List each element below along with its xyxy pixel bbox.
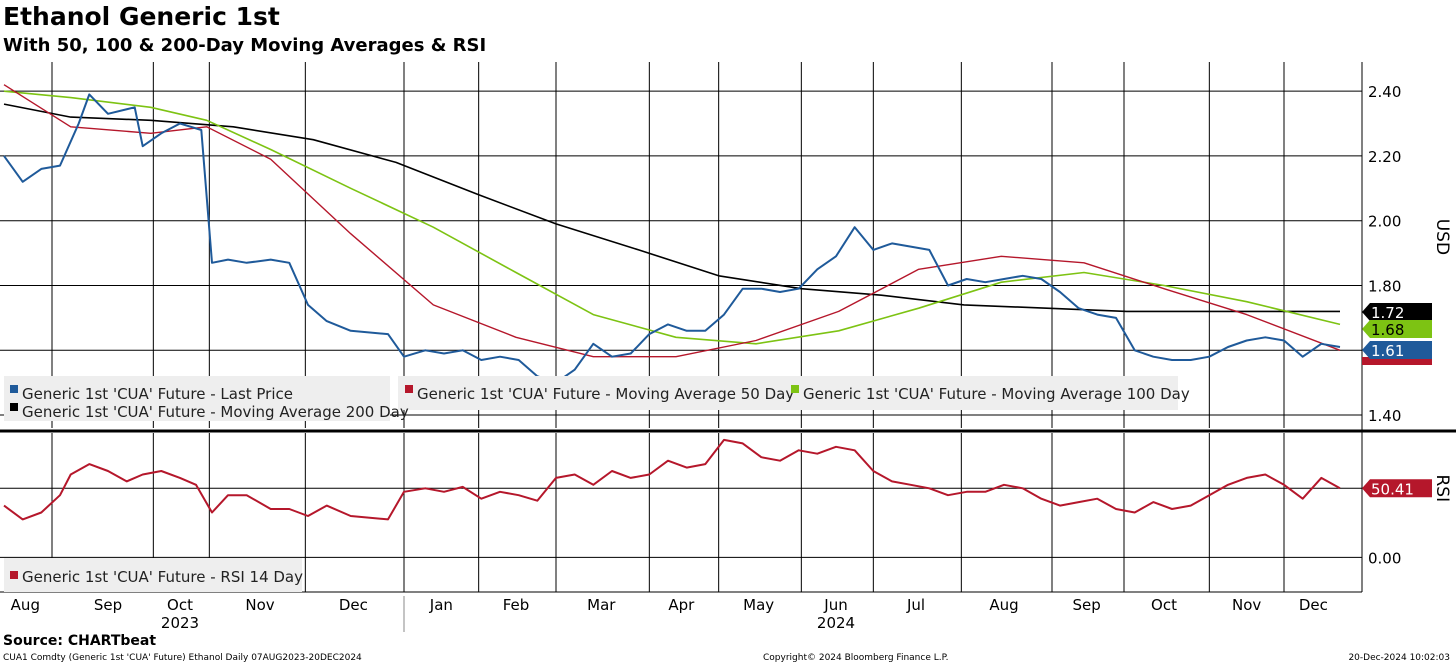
- x-month-label: Sep: [1073, 596, 1101, 614]
- last-price-last-value-badge: [1362, 341, 1432, 359]
- x-year-label: 2023: [161, 614, 199, 632]
- series-lines: [3, 84, 1341, 521]
- footer-timestamp: 20-Dec-2024 10:02:03: [1348, 653, 1450, 663]
- ma50-last-value-badge: [1362, 357, 1432, 365]
- legends: Generic 1st 'CUA' Future - Last Price Gen…: [4, 376, 1190, 592]
- legend-label-generic-1st-cua-future-moving-average-50-day: Generic 1st 'CUA' Future - Moving Averag…: [417, 385, 794, 403]
- legend-swatch-generic-1st-cua-future-moving-average-200-day: [10, 403, 18, 411]
- x-month-label: Apr: [668, 596, 695, 614]
- price-ytick-label: 2.40: [1368, 83, 1401, 101]
- x-month-label: Dec: [1299, 596, 1328, 614]
- x-month-label: Mar: [587, 596, 616, 614]
- chart-title: Ethanol Generic 1st: [3, 2, 280, 31]
- x-month-label: Oct: [1151, 596, 1177, 614]
- grid-lines: [0, 62, 1362, 592]
- ma200-last-value-badge: [1362, 303, 1432, 321]
- source-label: Source: CHARTbeat: [3, 633, 157, 649]
- legend-swatch-generic-1st-cua-future-last-price: [10, 385, 18, 393]
- rsi-last-value-badge: [1362, 479, 1432, 498]
- ma100-last-value-badge: [1362, 320, 1432, 338]
- legend-swatch-generic-1st-cua-future-moving-average-100-day: [791, 385, 799, 393]
- rsi-ytick-label: 0.00: [1368, 549, 1401, 567]
- x-month-label: Oct: [167, 596, 193, 614]
- series-line-generic-1st-cua-future-moving-average-200-day: [3, 103, 1340, 313]
- legend-box: [4, 558, 302, 592]
- rsi-last-value-badge-label: 50.41: [1371, 480, 1414, 498]
- series-line-generic-1st-cua-future-last-price: [3, 93, 1341, 384]
- legend-label-generic-1st-cua-future-last-price: Generic 1st 'CUA' Future - Last Price: [22, 385, 293, 403]
- footer-ticker-info: CUA1 Comdty (Generic 1st 'CUA' Future) E…: [3, 653, 362, 663]
- rsi-axis-title: RSI: [1432, 474, 1452, 502]
- price-ytick-label: 2.00: [1368, 213, 1401, 231]
- price-axis-title: USD: [1432, 219, 1452, 255]
- legend-box: [398, 376, 1178, 410]
- series-line-generic-1st-cua-future-rsi-14-day: [3, 438, 1341, 521]
- x-month-label: Nov: [245, 596, 274, 614]
- price-ytick-label: 1.80: [1368, 277, 1401, 295]
- x-month-label: Feb: [503, 596, 530, 614]
- footer-copyright: Copyright© 2024 Bloomberg Finance L.P.: [763, 653, 949, 663]
- legend-swatch-generic-1st-cua-future-rsi-14-day: [10, 571, 18, 579]
- x-month-label: Jan: [429, 596, 453, 614]
- legend-swatch-generic-1st-cua-future-moving-average-50-day: [405, 385, 413, 393]
- x-month-label: Nov: [1232, 596, 1261, 614]
- price-ytick-label: 1.40: [1368, 407, 1401, 425]
- legend-box: [4, 376, 390, 421]
- x-month-label: Aug: [11, 596, 40, 614]
- ma200-last-value-badge-label: 1.72: [1371, 304, 1404, 322]
- last-value-badges: 1.721.68 1.61 50.41: [1362, 303, 1432, 498]
- ma100-last-value-badge-label: 1.68: [1371, 321, 1404, 339]
- x-month-label: Aug: [989, 596, 1018, 614]
- x-month-label: Sep: [94, 596, 122, 614]
- x-month-label: Jul: [906, 596, 925, 614]
- legend-label-generic-1st-cua-future-moving-average-100-day: Generic 1st 'CUA' Future - Moving Averag…: [803, 385, 1190, 403]
- axes: 1.40 1.80 2.00 2.20 2.40 0.00 USD RSI Aug Sep Oct N…: [0, 62, 1456, 632]
- price-ytick-label: 2.20: [1368, 148, 1401, 166]
- x-year-label: 2024: [817, 614, 855, 632]
- x-month-label: Dec: [339, 596, 368, 614]
- x-month-label: Jun: [823, 596, 847, 614]
- legend-label-generic-1st-cua-future-moving-average-200-day: Generic 1st 'CUA' Future - Moving Averag…: [22, 403, 409, 421]
- x-month-label: May: [743, 596, 774, 614]
- series-line-generic-1st-cua-future-moving-average-100-day: [3, 90, 1341, 345]
- last-price-last-value-badge-label: 1.61: [1371, 342, 1404, 360]
- chart-subtitle: With 50, 100 & 200-Day Moving Averages &…: [3, 35, 487, 56]
- legend-label-generic-1st-cua-future-rsi-14-day: Generic 1st 'CUA' Future - RSI 14 Day: [22, 568, 303, 586]
